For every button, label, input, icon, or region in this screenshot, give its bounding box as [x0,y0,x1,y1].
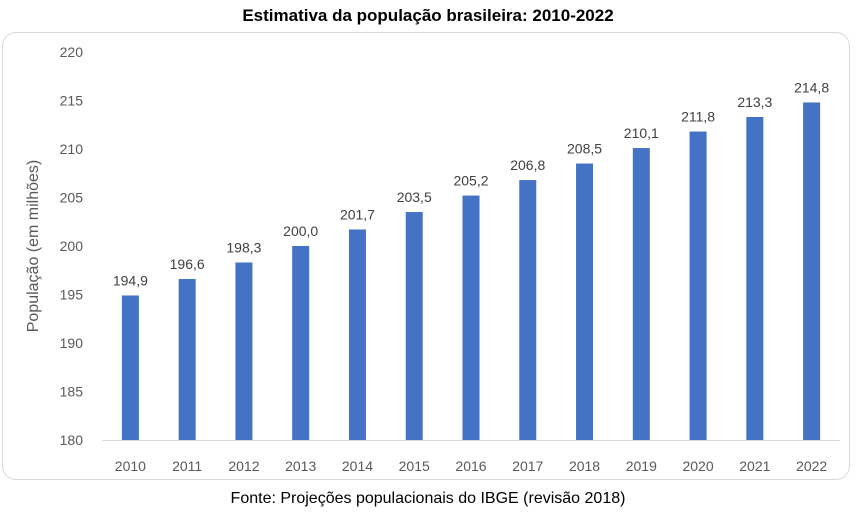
data-label: 205,2 [453,173,488,189]
source-note: Fonte: Projeções populacionais do IBGE (… [230,490,626,507]
y-tick-label: 180 [60,432,84,448]
x-tick-label: 2020 [682,458,713,474]
bar-2020 [689,131,707,441]
bar-2013 [292,246,310,440]
bars [121,102,821,441]
y-tick-label: 210 [60,141,84,157]
chart-frame [2,32,850,480]
data-label: 198,3 [226,239,261,255]
y-tick-label: 190 [60,335,84,351]
y-axis: 180 185 190 195 200 205 210 215 220 [60,44,84,448]
bar-2017 [519,180,537,441]
x-tick-label: 2014 [342,458,373,474]
bar-2021 [746,116,764,441]
y-tick-label: 200 [60,238,84,254]
x-tick-label: 2012 [228,458,259,474]
y-tick-label: 185 [60,384,84,400]
data-label: 210,1 [624,125,659,141]
x-tick-label: 2017 [512,458,543,474]
y-tick-label: 195 [60,287,84,303]
y-axis-label: População (em milhões) [25,160,42,333]
x-tick-label: 2011 [172,458,202,474]
x-tick-label: 2013 [285,458,316,474]
x-tick-label: 2019 [626,458,657,474]
data-label: 203,5 [397,189,432,205]
data-label: 200,0 [283,223,318,239]
data-label: 206,8 [510,157,545,173]
bar-2016 [462,195,480,440]
bar-2018 [576,163,594,441]
data-label: 201,7 [340,207,375,223]
data-label: 211,8 [681,109,715,125]
data-label: 213,3 [737,94,772,110]
bar-2015 [405,212,423,440]
x-tick-label: 2016 [455,458,486,474]
x-tick-label: 2018 [569,458,600,474]
x-tick-label: 2021 [739,458,770,474]
y-tick-label: 220 [60,44,84,60]
bar-2019 [632,148,650,440]
x-tick-label: 2010 [115,458,146,474]
data-label: 208,5 [567,141,602,157]
bar-2011 [178,278,196,440]
x-tick-label: 2015 [399,458,430,474]
data-label: 214,8 [794,79,829,95]
data-labels: 194,9 196,6 198,3 200,0 201,7 203,5 205,2 206,8… [113,79,829,288]
data-label: 196,6 [170,256,205,272]
chart-title: Estimativa da população brasileira: 2010… [242,6,614,25]
bar-2010 [121,295,139,440]
data-label: 194,9 [113,272,148,288]
x-tick-label: 2022 [796,458,827,474]
bar-2022 [803,102,821,440]
bar-2012 [235,262,253,440]
y-tick-label: 205 [60,190,84,206]
y-tick-label: 215 [60,93,84,109]
x-axis: 2010 2011 2012 2013 2014 2015 2016 2017 2018 2019… [102,440,840,474]
bar-2014 [348,229,366,440]
